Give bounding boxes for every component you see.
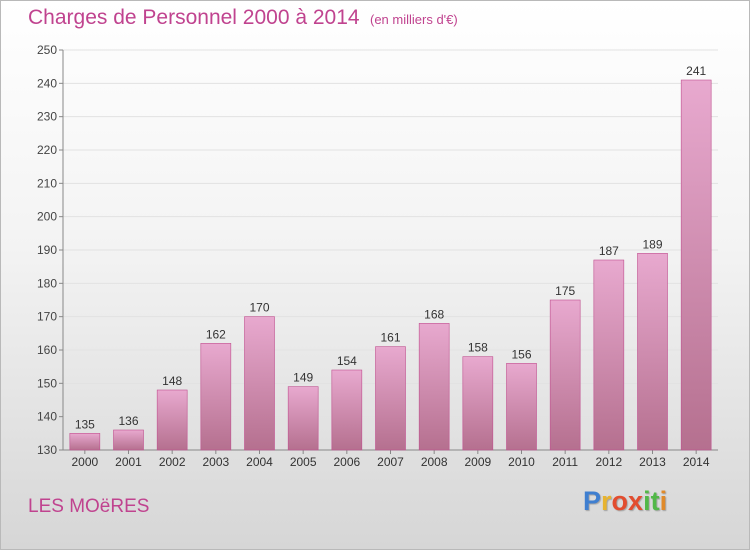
x-tick-label: 2000 — [71, 455, 98, 469]
x-tick-label: 2009 — [464, 455, 491, 469]
bar — [593, 259, 625, 451]
data-label: 136 — [118, 414, 138, 428]
bar — [200, 343, 232, 451]
commune-name: LES MOëRES — [28, 496, 150, 517]
y-tick-label: 180 — [37, 276, 57, 290]
data-label: 154 — [337, 354, 357, 368]
x-tick-label: 2004 — [246, 455, 273, 469]
x-tick-label: 2005 — [290, 455, 317, 469]
logo-letter: o — [611, 486, 629, 516]
data-label: 148 — [162, 374, 182, 388]
data-label: 187 — [599, 244, 619, 258]
y-tick-label: 210 — [37, 176, 57, 190]
x-tick-label: 2013 — [639, 455, 666, 469]
y-tick-label: 140 — [37, 410, 57, 424]
data-label: 162 — [206, 327, 226, 341]
x-tick-label: 2006 — [333, 455, 360, 469]
x-tick-label: 2001 — [115, 455, 142, 469]
data-label: 156 — [511, 347, 531, 361]
x-tick-label: 2002 — [159, 455, 186, 469]
y-tick-label: 160 — [37, 343, 57, 357]
logo-letter: i — [643, 486, 651, 516]
bar — [462, 356, 494, 451]
logo-letter: P — [583, 486, 602, 516]
x-tick-label: 2003 — [202, 455, 229, 469]
bar — [418, 323, 450, 451]
x-tick-label: 2014 — [683, 455, 710, 469]
data-labels: 135 136 148 162 170 149 154 161 168 158 156 175 187 1… — [75, 64, 707, 431]
data-label: 168 — [424, 307, 444, 321]
bar — [331, 369, 363, 451]
y-tick-label: 240 — [37, 76, 57, 90]
data-label: 149 — [293, 371, 313, 385]
y-tick-label: 230 — [37, 110, 57, 124]
data-label: 170 — [249, 301, 269, 315]
chart-title: Charges de Personnel 2000 à 2014 — [28, 6, 360, 29]
data-label: 175 — [555, 284, 575, 298]
data-label: 241 — [686, 64, 706, 78]
y-tick-label: 250 — [37, 43, 57, 57]
logo-letter: i — [659, 486, 668, 516]
bar — [156, 389, 188, 451]
x-tick-label: 2007 — [377, 455, 404, 469]
x-tick-label: 2010 — [508, 455, 535, 469]
bar — [680, 79, 712, 451]
bar — [244, 316, 275, 451]
proxiti-logo: Proxiti — [583, 486, 667, 517]
y-tick-label: 170 — [37, 310, 57, 324]
x-tick-label: 2011 — [552, 455, 578, 469]
bar — [287, 386, 319, 451]
x-tick-label: 2008 — [421, 455, 448, 469]
logo-letter: x — [628, 486, 644, 516]
y-tick-label: 150 — [37, 376, 57, 390]
logo-letter: r — [601, 486, 612, 516]
data-label: 189 — [642, 237, 662, 251]
bar — [506, 363, 537, 451]
data-label: 135 — [75, 417, 95, 431]
bar — [113, 429, 144, 451]
data-label: 161 — [380, 331, 400, 345]
data-label: 158 — [468, 341, 488, 355]
y-tick-label: 220 — [37, 143, 57, 157]
x-tick-labels: 2000 2001 2002 2003 2004 2005 2006 2007 2008 2009… — [71, 455, 709, 469]
bar — [549, 299, 581, 451]
y-tick-label: 130 — [37, 443, 57, 457]
y-tick-label: 190 — [37, 243, 57, 257]
y-tick-labels: 130 140 150 160 170 180 190 200 210 220 230 240 250 — [37, 43, 57, 457]
bar — [637, 253, 668, 451]
x-tick-label: 2012 — [595, 455, 622, 469]
bars — [69, 79, 712, 451]
logo-letter: t — [650, 486, 660, 516]
bar — [69, 433, 101, 451]
bar — [375, 346, 406, 451]
y-tick-label: 200 — [37, 210, 57, 224]
chart-subtitle: (en milliers d'€) — [370, 12, 458, 27]
